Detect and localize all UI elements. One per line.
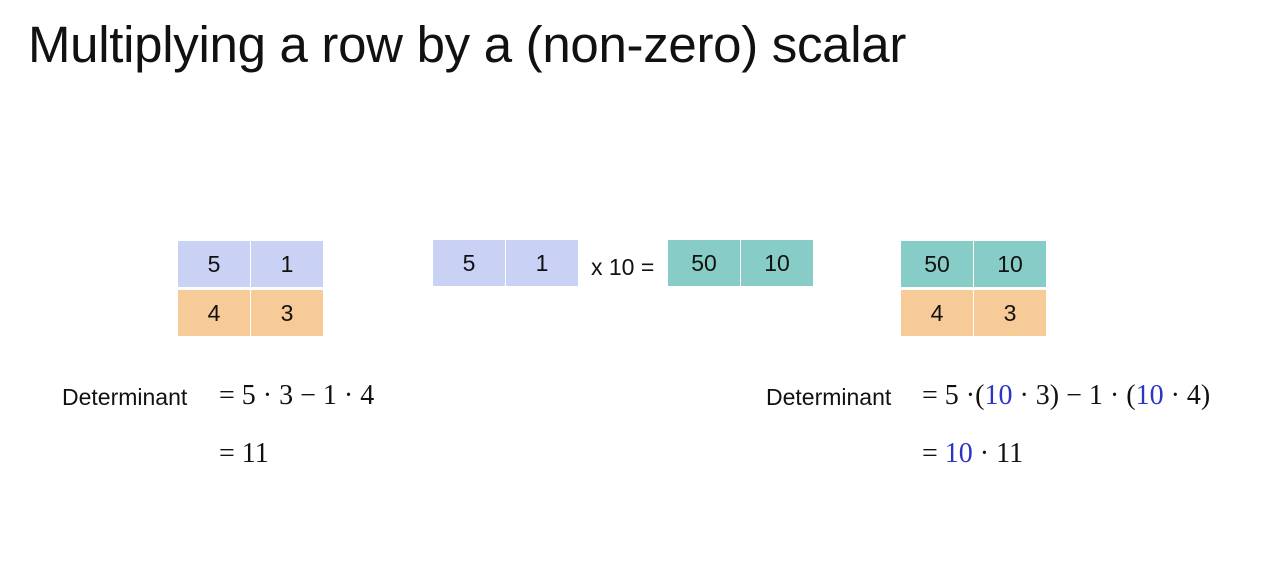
minus-operator: − — [1066, 380, 1082, 411]
dot-operator: · — [1019, 380, 1029, 411]
term-c: 1 — [322, 380, 337, 411]
dot-operator: · — [343, 380, 354, 411]
open-paren: ( — [1126, 380, 1136, 411]
scalar-factor: 10 — [984, 380, 1013, 411]
close-paren: ) — [1049, 380, 1060, 411]
scalar-operator: x 10 = — [591, 254, 655, 280]
equals-sign: = — [219, 438, 235, 469]
left-matrix-cell-r2c1: 4 — [178, 290, 250, 336]
right-matrix-cell-r2c1: 4 — [901, 290, 973, 336]
term-b: 3 — [1035, 380, 1050, 411]
right-determinant-formula: = 5 ·(10 · 3) − 1 · (10 · 4) — [922, 376, 1210, 416]
row-in-cell-1: 5 — [433, 240, 505, 286]
result-value: 11 — [241, 438, 269, 469]
term-a: 5 — [944, 380, 959, 411]
term-d: 4 — [360, 380, 375, 411]
dot-operator: · — [1109, 380, 1120, 411]
equals-sign: = — [922, 438, 938, 469]
right-determinant-result: = 10 · 11 — [922, 434, 1023, 474]
dot-operator: · — [262, 380, 273, 411]
scalar-factor: 10 — [1135, 380, 1164, 411]
left-matrix-cell-r1c1: 5 — [178, 241, 250, 287]
dot-operator: · — [965, 380, 976, 411]
result-value: 11 — [996, 438, 1024, 469]
left-matrix-cell-r2c2: 3 — [251, 290, 323, 336]
right-determinant-label: Determinant — [766, 384, 892, 410]
minus-operator: − — [300, 380, 316, 411]
dot-operator: · — [979, 438, 990, 469]
dot-operator: · — [1170, 380, 1180, 411]
left-determinant-result: = 11 — [219, 434, 269, 474]
term-c: 1 — [1088, 380, 1103, 411]
open-paren: ( — [975, 380, 985, 411]
slide-title: Multiplying a row by a (non-zero) scalar — [28, 16, 907, 73]
term-a: 5 — [241, 380, 256, 411]
term-b: 3 — [279, 380, 294, 411]
left-determinant-label: Determinant — [62, 384, 188, 410]
left-determinant-formula: = 5 · 3 − 1 · 4 — [219, 376, 374, 416]
row-out-cell-2: 10 — [741, 240, 813, 286]
equals-sign: = — [922, 380, 938, 411]
row-out-cell-1: 50 — [668, 240, 740, 286]
row-in-cell-2: 1 — [506, 240, 578, 286]
term-d: 4 — [1186, 380, 1201, 411]
scalar-factor: 10 — [944, 438, 973, 469]
right-matrix-cell-r1c2: 10 — [974, 241, 1046, 287]
left-matrix-cell-r1c2: 1 — [251, 241, 323, 287]
close-paren: ) — [1200, 380, 1211, 411]
right-matrix-cell-r1c1: 50 — [901, 241, 973, 287]
equals-sign: = — [219, 380, 235, 411]
right-matrix-cell-r2c2: 3 — [974, 290, 1046, 336]
